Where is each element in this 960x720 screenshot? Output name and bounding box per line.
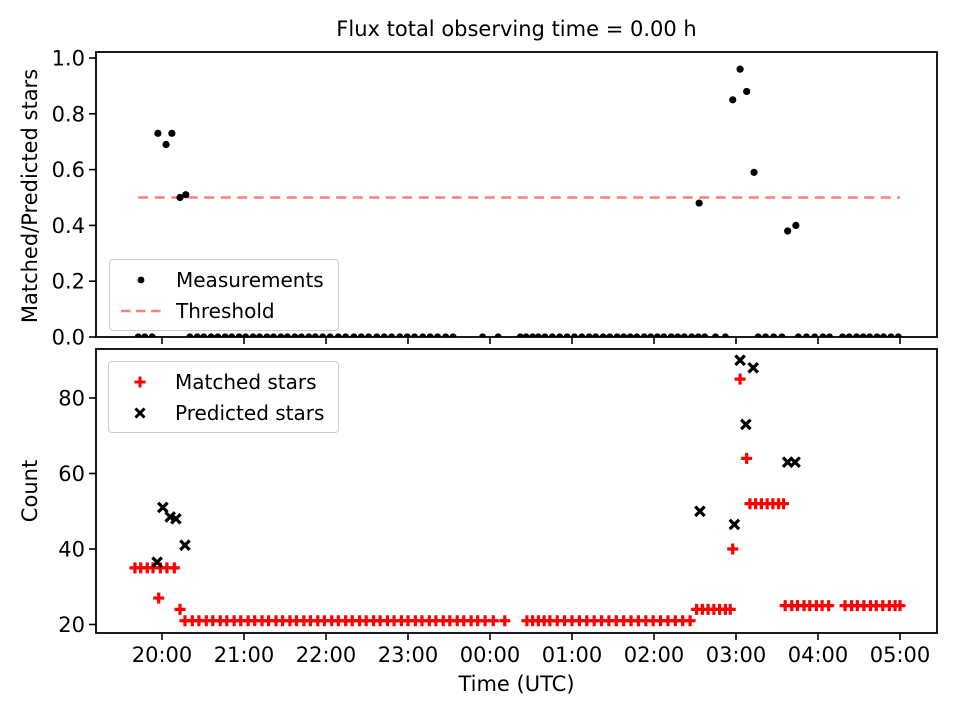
legend-item-threshold: Threshold xyxy=(118,295,324,326)
matched-star-point xyxy=(174,603,186,615)
matched-star-point xyxy=(778,498,790,510)
axes-frame xyxy=(95,348,938,634)
x-tick-label: 00:00 xyxy=(460,643,521,667)
y-tick-label: 40 xyxy=(58,538,85,562)
legend-item-measurements: Measurements xyxy=(118,264,324,295)
legend-item-matched-stars: Matched stars xyxy=(117,366,324,397)
measurement-point xyxy=(154,129,162,137)
predicted-star-point xyxy=(740,418,752,431)
x-tick-label: 02:00 xyxy=(624,643,685,667)
predicted-star-point xyxy=(734,354,746,367)
matched-star-point xyxy=(823,600,835,612)
x-tick-label: 23:00 xyxy=(378,643,439,667)
measurement-point xyxy=(743,87,751,96)
y-tick-label: 60 xyxy=(58,462,85,486)
predicted-star-point xyxy=(747,361,760,374)
series-predicted-stars xyxy=(151,354,801,569)
measurement-point xyxy=(784,227,792,235)
x-tick-label: 03:00 xyxy=(706,643,767,667)
matched-star-point xyxy=(684,615,696,627)
chart-title: Flux total observing time = 0.00 h xyxy=(336,17,697,41)
measurement-point xyxy=(792,221,800,229)
matched-star-point xyxy=(153,592,165,604)
predicted-star-point xyxy=(728,518,741,531)
matched-star-point xyxy=(168,562,180,574)
measurement-point xyxy=(695,199,703,207)
x-tick-label: 01:00 xyxy=(542,643,603,667)
measurement-point xyxy=(162,140,170,149)
series-matched-stars xyxy=(129,373,906,627)
x-tick-label: 05:00 xyxy=(870,643,931,667)
cross-marker-icon xyxy=(134,406,146,419)
matched-star-point xyxy=(727,543,739,555)
x-tick-label: 21:00 xyxy=(214,643,275,667)
legend-label-measurements: Measurements xyxy=(176,267,324,292)
axes-frame xyxy=(95,51,938,338)
top-plot: 0.0 0.2 0.4 0.6 0.8 1.0 xyxy=(52,47,938,350)
matched-star-point xyxy=(741,452,753,464)
matched-star-point xyxy=(724,603,736,615)
predicted-star-point xyxy=(694,505,706,518)
legend-label-threshold: Threshold xyxy=(176,298,275,323)
x-tick-label: 20:00 xyxy=(132,643,193,667)
predicted-star-point xyxy=(170,512,182,525)
measurement-point xyxy=(750,168,758,176)
measurement-point xyxy=(736,65,744,73)
matched-star-point xyxy=(894,600,906,612)
predicted-star-point xyxy=(151,556,163,569)
dashed-line-icon xyxy=(121,309,162,312)
x-tick-label: 04:00 xyxy=(788,643,849,667)
x-tick-label: 22:00 xyxy=(296,643,357,667)
x-axis-label: Time (UTC) xyxy=(458,672,575,696)
y-tick-label: 1.0 xyxy=(52,47,85,71)
y-tick-label: 0.8 xyxy=(52,102,85,126)
bottom-y-axis-label: Count xyxy=(18,459,42,523)
y-tick-label: 0.4 xyxy=(52,214,85,238)
y-tick-label: 0.0 xyxy=(52,326,85,350)
dot-marker-icon xyxy=(137,276,145,283)
measurement-point xyxy=(176,193,184,202)
bottom-plot: 20 40 60 80 20:00 21:00 22:00 23:00 00:00 01:00 02… xyxy=(58,348,938,667)
predicted-star-point xyxy=(156,501,169,514)
y-tick-label: 0.2 xyxy=(52,270,85,294)
matched-star-point xyxy=(499,615,511,627)
predicted-star-point xyxy=(789,456,801,469)
matched-star-point xyxy=(734,373,746,385)
legend-label-matched-stars: Matched stars xyxy=(175,369,317,394)
measurement-point xyxy=(182,191,190,199)
y-tick-label: 80 xyxy=(58,387,85,411)
matched-star-point xyxy=(487,615,499,627)
measurement-point xyxy=(729,96,737,104)
bottom-legend: Matched stars Predicted stars xyxy=(108,361,340,433)
legend-label-predicted-stars: Predicted stars xyxy=(175,400,325,425)
y-tick-label: 20 xyxy=(58,613,85,637)
plus-marker-icon xyxy=(134,376,146,387)
measurement-point xyxy=(168,129,176,137)
y-tick-label: 0.6 xyxy=(52,158,85,182)
top-legend: Measurements Threshold xyxy=(109,259,339,331)
predicted-star-point xyxy=(179,539,191,552)
top-y-axis-label: Matched/Predicted stars xyxy=(18,68,42,324)
legend-item-predicted-stars: Predicted stars xyxy=(117,397,324,428)
